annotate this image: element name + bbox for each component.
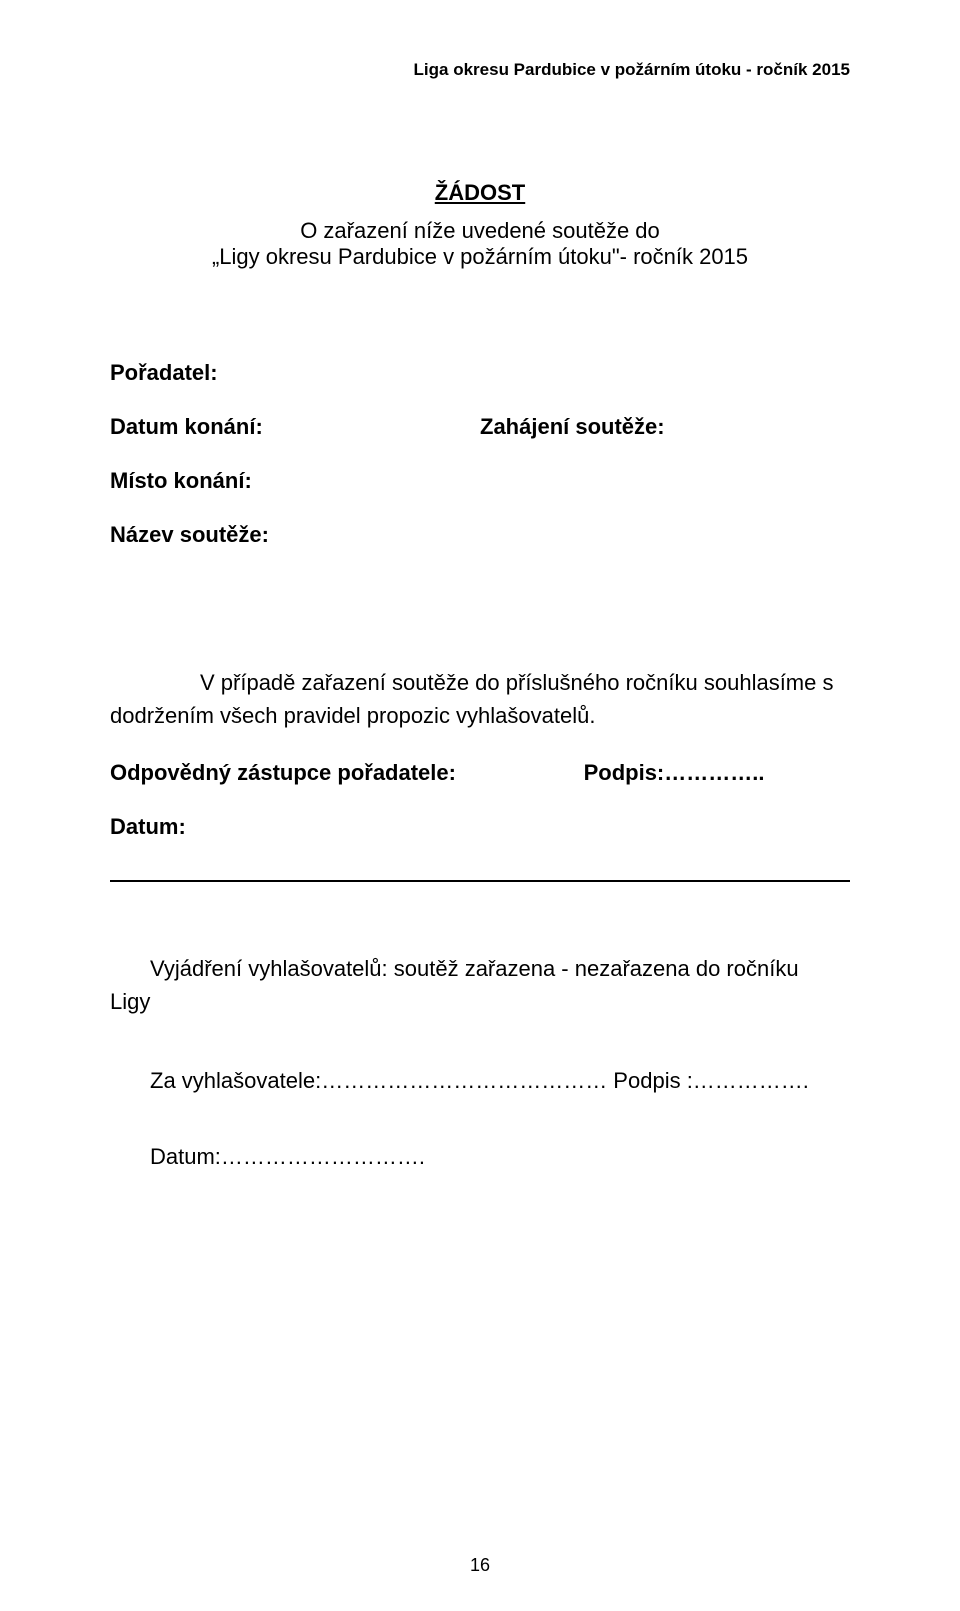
header-text: Liga okresu Pardubice v požárním útoku -… xyxy=(414,60,850,79)
place-label: Místo konání: xyxy=(110,468,252,493)
organizer-field: Pořadatel: xyxy=(110,360,850,386)
date-label-2: Datum: xyxy=(110,814,186,839)
signature-label: Podpis:………….. xyxy=(584,760,850,786)
for-announcer-text: Za vyhlašovatele:………………………………… Podpis :…… xyxy=(150,1068,809,1093)
footer-date-line: Datum:………………………. xyxy=(110,1144,850,1170)
place-field: Místo konání: xyxy=(110,468,850,494)
subtitle-line-1: O zařazení níže uvedené soutěže do xyxy=(110,218,850,244)
statement-block: Vyjádření vyhlašovatelů: soutěž zařazena… xyxy=(110,952,850,1018)
main-title: ŽÁDOST xyxy=(110,180,850,206)
signature-row: Odpovědný zástupce pořadatele: Podpis:……… xyxy=(110,760,850,786)
statement-line-1: Vyjádření vyhlašovatelů: soutěž zařazena… xyxy=(150,956,799,981)
page-number: 16 xyxy=(0,1555,960,1576)
section-divider xyxy=(110,880,850,882)
organizer-label: Pořadatel: xyxy=(110,360,218,385)
footer-date-text: Datum:………………………. xyxy=(150,1144,425,1169)
consent-paragraph: V případě zařazení soutěže do příslušnéh… xyxy=(110,666,850,732)
date-field: Datum: xyxy=(110,814,850,840)
consent-text: V případě zařazení soutěže do příslušnéh… xyxy=(110,670,833,728)
competition-name-label: Název soutěže: xyxy=(110,522,269,547)
competition-name-field: Název soutěže: xyxy=(110,522,850,548)
date-start-row: Datum konání: Zahájení soutěže: xyxy=(110,414,850,440)
for-announcer-line: Za vyhlašovatele:………………………………… Podpis :…… xyxy=(110,1068,850,1094)
statement-line-2: Ligy xyxy=(110,985,850,1018)
document-header: Liga okresu Pardubice v požárním útoku -… xyxy=(110,60,850,80)
responsible-label: Odpovědný zástupce pořadatele: xyxy=(110,760,584,786)
date-label: Datum konání: xyxy=(110,414,480,440)
start-label: Zahájení soutěže: xyxy=(480,414,850,440)
subtitle-line-2: „Ligy okresu Pardubice v požárním útoku"… xyxy=(110,244,850,270)
title-block: ŽÁDOST O zařazení níže uvedené soutěže d… xyxy=(110,180,850,270)
